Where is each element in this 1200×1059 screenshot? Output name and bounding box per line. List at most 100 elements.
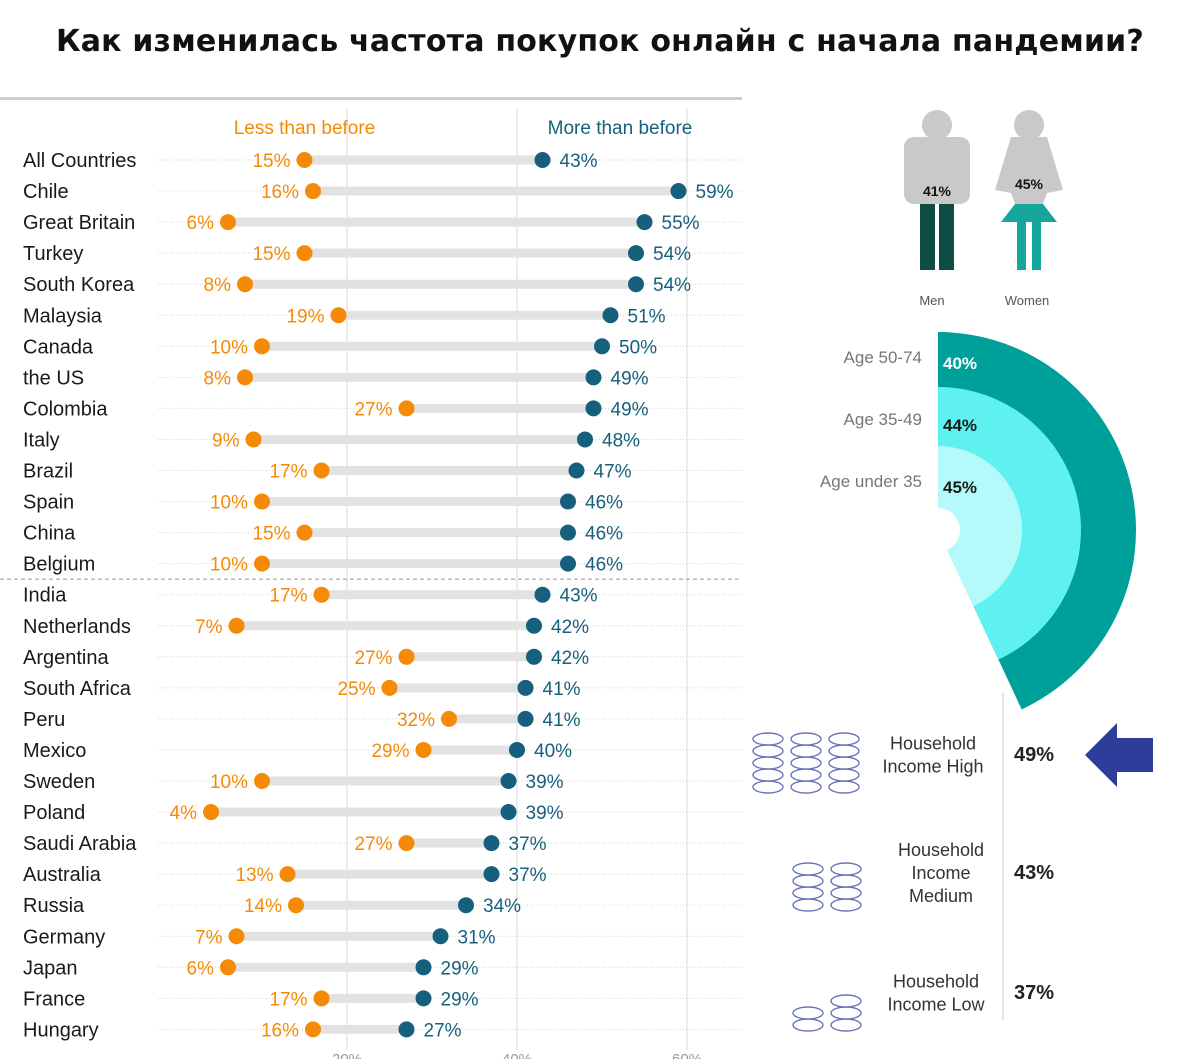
less-value-label: 17% (269, 586, 307, 607)
chart-row: Sweden 10% 39% (23, 771, 742, 793)
chart-row: Colombia 27% 49% (23, 398, 742, 420)
coin-icon (790, 768, 822, 782)
less-value-label: 29% (371, 741, 409, 762)
less-than-before-dot (381, 679, 398, 696)
coin-icon (792, 1006, 824, 1020)
country-label: Poland (23, 802, 85, 824)
less-value-label: 6% (187, 958, 215, 979)
more-than-before-dot (509, 741, 525, 758)
less-value-label: 10% (210, 493, 248, 514)
income-label: Household (893, 972, 979, 992)
less-than-before-dot (441, 710, 457, 727)
more-than-before-dot (483, 866, 500, 883)
less-value-label: 27% (354, 834, 392, 855)
women-figure: 45% Women (995, 110, 1063, 308)
coin-icon (830, 862, 862, 876)
more-value-label: 37% (509, 865, 547, 886)
less-value-label: 6% (187, 213, 215, 234)
less-than-before-dot (254, 555, 270, 572)
less-value-label: 27% (354, 399, 392, 420)
chart-row: Belgium 10% 46% (23, 554, 742, 576)
income-label: Household (898, 840, 984, 860)
less-than-before-dot (254, 493, 270, 510)
less-value-label: 25% (337, 679, 375, 700)
less-than-before-dot (228, 928, 245, 945)
coin-icon (752, 756, 784, 770)
less-value-label: 8% (204, 275, 232, 296)
gender-value: 45% (1015, 176, 1044, 192)
person-leg (1017, 222, 1026, 270)
country-label: South Korea (23, 274, 135, 296)
more-value-label: 42% (551, 617, 589, 638)
less-than-before-dot (254, 773, 270, 789)
less-value-label: 10% (210, 337, 248, 358)
less-than-before-header: Less than before (234, 118, 376, 139)
income-label: Income (911, 863, 970, 883)
country-label: Hungary (23, 1019, 99, 1041)
age-value: 45% (943, 478, 977, 497)
page-title: Как изменилась частота покупок онлайн с … (55, 24, 1145, 59)
more-value-label: 47% (594, 462, 632, 483)
more-than-before-dot (483, 835, 500, 852)
more-than-before-dot (568, 462, 585, 479)
income-value: 49% (1014, 744, 1054, 766)
chart-row: Poland 4% 39% (23, 802, 742, 824)
less-than-before-dot (254, 338, 270, 355)
age-value: 44% (943, 416, 977, 435)
coin-icon (830, 1018, 862, 1032)
more-than-before-dot (415, 990, 432, 1007)
income-row: Household Income High 49% (752, 723, 1153, 794)
less-value-label: 7% (195, 927, 223, 948)
coin-icon (752, 732, 784, 746)
more-value-label: 46% (585, 555, 623, 576)
more-than-before-dot (517, 710, 534, 727)
chart-row: Malaysia 19% 51% (23, 305, 742, 327)
less-value-label: 14% (244, 896, 282, 917)
gender-label: Women (1005, 293, 1050, 308)
country-label: All Countries (23, 150, 136, 172)
coin-icon (828, 768, 860, 782)
less-than-before-dot (305, 1021, 321, 1038)
more-value-label: 46% (585, 524, 623, 545)
country-label: Germany (23, 926, 105, 948)
country-label: Australia (23, 864, 102, 886)
more-value-label: 39% (526, 772, 564, 793)
more-than-before-dot (577, 431, 593, 448)
more-value-label: 49% (611, 368, 649, 389)
coin-icon (830, 874, 862, 888)
income-value: 43% (1014, 862, 1054, 884)
more-than-before-dot (628, 276, 644, 293)
more-value-label: 54% (653, 275, 691, 296)
more-than-before-dot (560, 555, 576, 572)
more-value-label: 43% (560, 586, 598, 607)
chart-row: China 15% 46% (23, 523, 742, 545)
more-than-before-dot (517, 679, 534, 696)
more-than-before-dot (458, 897, 474, 914)
gender-label: Men (919, 293, 944, 308)
coin-icon (828, 780, 860, 794)
more-than-before-dot (398, 1021, 415, 1038)
less-value-label: 32% (397, 710, 435, 731)
country-label: Japan (23, 957, 78, 979)
x-tick-label: 60% (672, 1051, 702, 1059)
country-label: Brazil (23, 461, 73, 483)
more-than-before-dot (594, 338, 610, 355)
more-than-before-dot (500, 773, 517, 789)
person-leg (920, 204, 935, 270)
country-label: Colombia (23, 398, 108, 420)
more-than-before-dot (560, 493, 576, 510)
less-than-before-dot (228, 617, 245, 634)
less-value-label: 10% (210, 555, 248, 576)
less-than-before-dot (237, 369, 253, 386)
age-ring-mask (878, 320, 938, 740)
more-value-label: 59% (696, 182, 734, 203)
chart-row: Netherlands 7% 42% (23, 616, 742, 638)
person-torso (995, 137, 1063, 204)
less-than-before-dot (245, 431, 262, 448)
less-value-label: 15% (252, 244, 290, 265)
coin-icon (790, 780, 822, 794)
country-label: Peru (23, 709, 65, 731)
more-value-label: 49% (611, 399, 649, 420)
more-value-label: 29% (441, 989, 479, 1010)
less-than-before-dot (237, 276, 253, 293)
